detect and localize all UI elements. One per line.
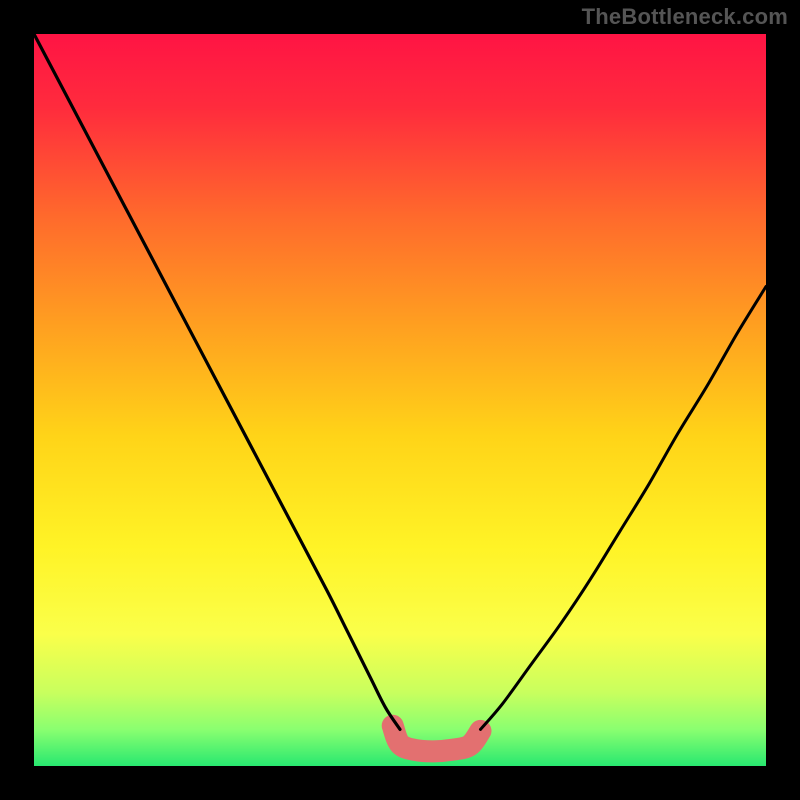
plot-background <box>34 34 766 766</box>
chart-frame <box>0 0 800 800</box>
watermark-text: TheBottleneck.com <box>582 4 788 30</box>
bottleneck-curve-chart <box>0 0 800 800</box>
